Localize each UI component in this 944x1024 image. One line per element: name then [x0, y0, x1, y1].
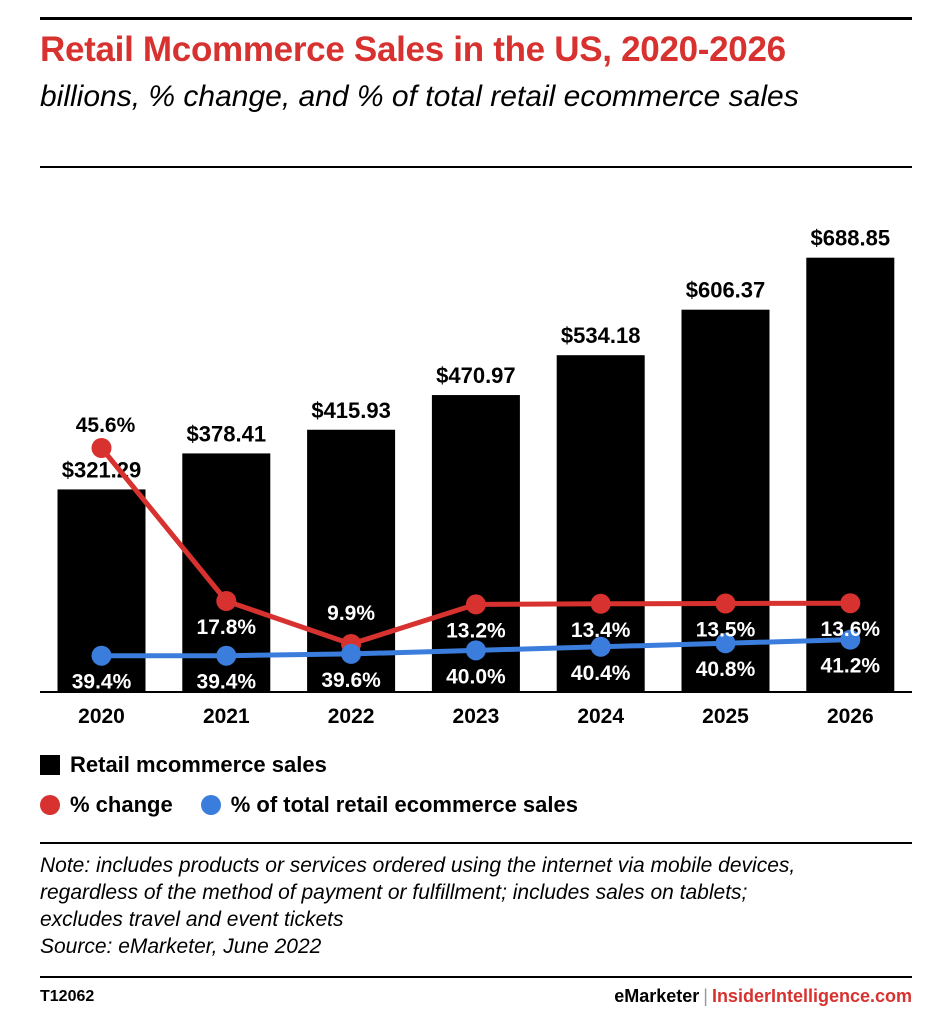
point-share — [91, 645, 112, 666]
share-data-label: 39.4% — [72, 671, 132, 694]
point-share — [715, 633, 736, 654]
x-tick-label: 2022 — [328, 705, 375, 728]
footer-brand: eMarketer | InsiderIntelligence.com — [614, 986, 912, 1007]
chart-title: Retail Mcommerce Sales in the US, 2020-2… — [40, 30, 786, 69]
change-data-label: 13.5% — [696, 619, 756, 642]
share-data-label: 40.4% — [571, 662, 631, 685]
legend-item-share: % of total retail ecommerce sales — [200, 792, 578, 818]
point-change — [715, 593, 736, 614]
legend-item-change: % change — [40, 792, 173, 818]
legend-item-bars: Retail mcommerce sales — [40, 752, 327, 778]
point-change — [91, 438, 112, 458]
share-data-label: 40.8% — [696, 658, 756, 681]
point-share — [590, 636, 611, 657]
x-tick-label: 2025 — [702, 705, 749, 728]
legend-swatch-change — [40, 795, 60, 815]
change-data-label: 13.6% — [821, 618, 881, 641]
x-tick-label: 2024 — [577, 705, 624, 728]
legend-swatch-bars — [40, 755, 60, 775]
chart-plot: $321.29$378.41$415.93$470.97$534.18$606.… — [40, 226, 912, 728]
legend-label-share: % of total retail ecommerce sales — [230, 792, 578, 817]
change-data-label: 13.4% — [571, 619, 631, 642]
title-rule — [40, 166, 912, 168]
legend-row-2: % change % of total retail ecommerce sal… — [40, 792, 606, 818]
point-share — [341, 643, 362, 664]
change-data-label: 17.8% — [197, 616, 257, 639]
legend-label-bars: Retail mcommerce sales — [70, 752, 327, 777]
chart-note: Note: includes products or services orde… — [40, 852, 920, 960]
point-change — [465, 594, 486, 615]
x-tick-label: 2026 — [827, 705, 874, 728]
legend-row-1: Retail mcommerce sales — [40, 752, 355, 778]
legend-swatch-share — [200, 795, 221, 815]
point-share — [216, 645, 237, 666]
bar-value-label: $688.85 — [811, 226, 891, 251]
change-data-label: 13.2% — [446, 619, 506, 642]
bar-value-label: $534.18 — [561, 323, 641, 348]
share-data-label: 39.6% — [321, 669, 381, 692]
point-change — [216, 591, 237, 611]
chart-subtitle: billions, % change, and % of total retai… — [40, 80, 799, 113]
change-data-label: 9.9% — [327, 602, 375, 625]
note-line: excludes travel and event tickets — [40, 908, 344, 931]
note-line: regardless of the method of payment or f… — [40, 881, 748, 904]
bar-value-label: $415.93 — [311, 398, 391, 423]
brand-insider-intelligence: InsiderIntelligence.com — [711, 986, 912, 1006]
x-tick-label: 2020 — [78, 705, 125, 728]
point-change — [590, 593, 611, 614]
share-data-label: 41.2% — [821, 655, 881, 678]
x-tick-label: 2021 — [203, 705, 250, 728]
legend-label-change: % change — [70, 792, 173, 817]
x-tick-label: 2023 — [453, 705, 500, 728]
bar-value-label: $378.41 — [187, 421, 267, 446]
change-data-label: 45.6% — [76, 414, 136, 437]
bar — [681, 309, 770, 692]
bar — [556, 355, 645, 692]
chart-id: T12062 — [40, 988, 95, 1005]
point-share — [465, 640, 486, 661]
bar-value-label: $470.97 — [436, 363, 516, 388]
source-line: Source: eMarketer, June 2022 — [40, 935, 322, 958]
share-data-label: 39.4% — [197, 671, 257, 694]
point-share — [840, 629, 861, 650]
bar-value-label: $606.37 — [686, 278, 766, 303]
brand-separator: | — [703, 986, 708, 1006]
share-data-label: 40.0% — [446, 665, 506, 688]
top-rule — [40, 17, 912, 20]
brand-emarketer: eMarketer — [614, 986, 700, 1006]
footer-rule — [40, 976, 912, 978]
note-line: Note: includes products or services orde… — [40, 854, 796, 877]
bar — [806, 257, 895, 692]
point-change — [840, 593, 861, 614]
note-rule — [40, 842, 912, 844]
